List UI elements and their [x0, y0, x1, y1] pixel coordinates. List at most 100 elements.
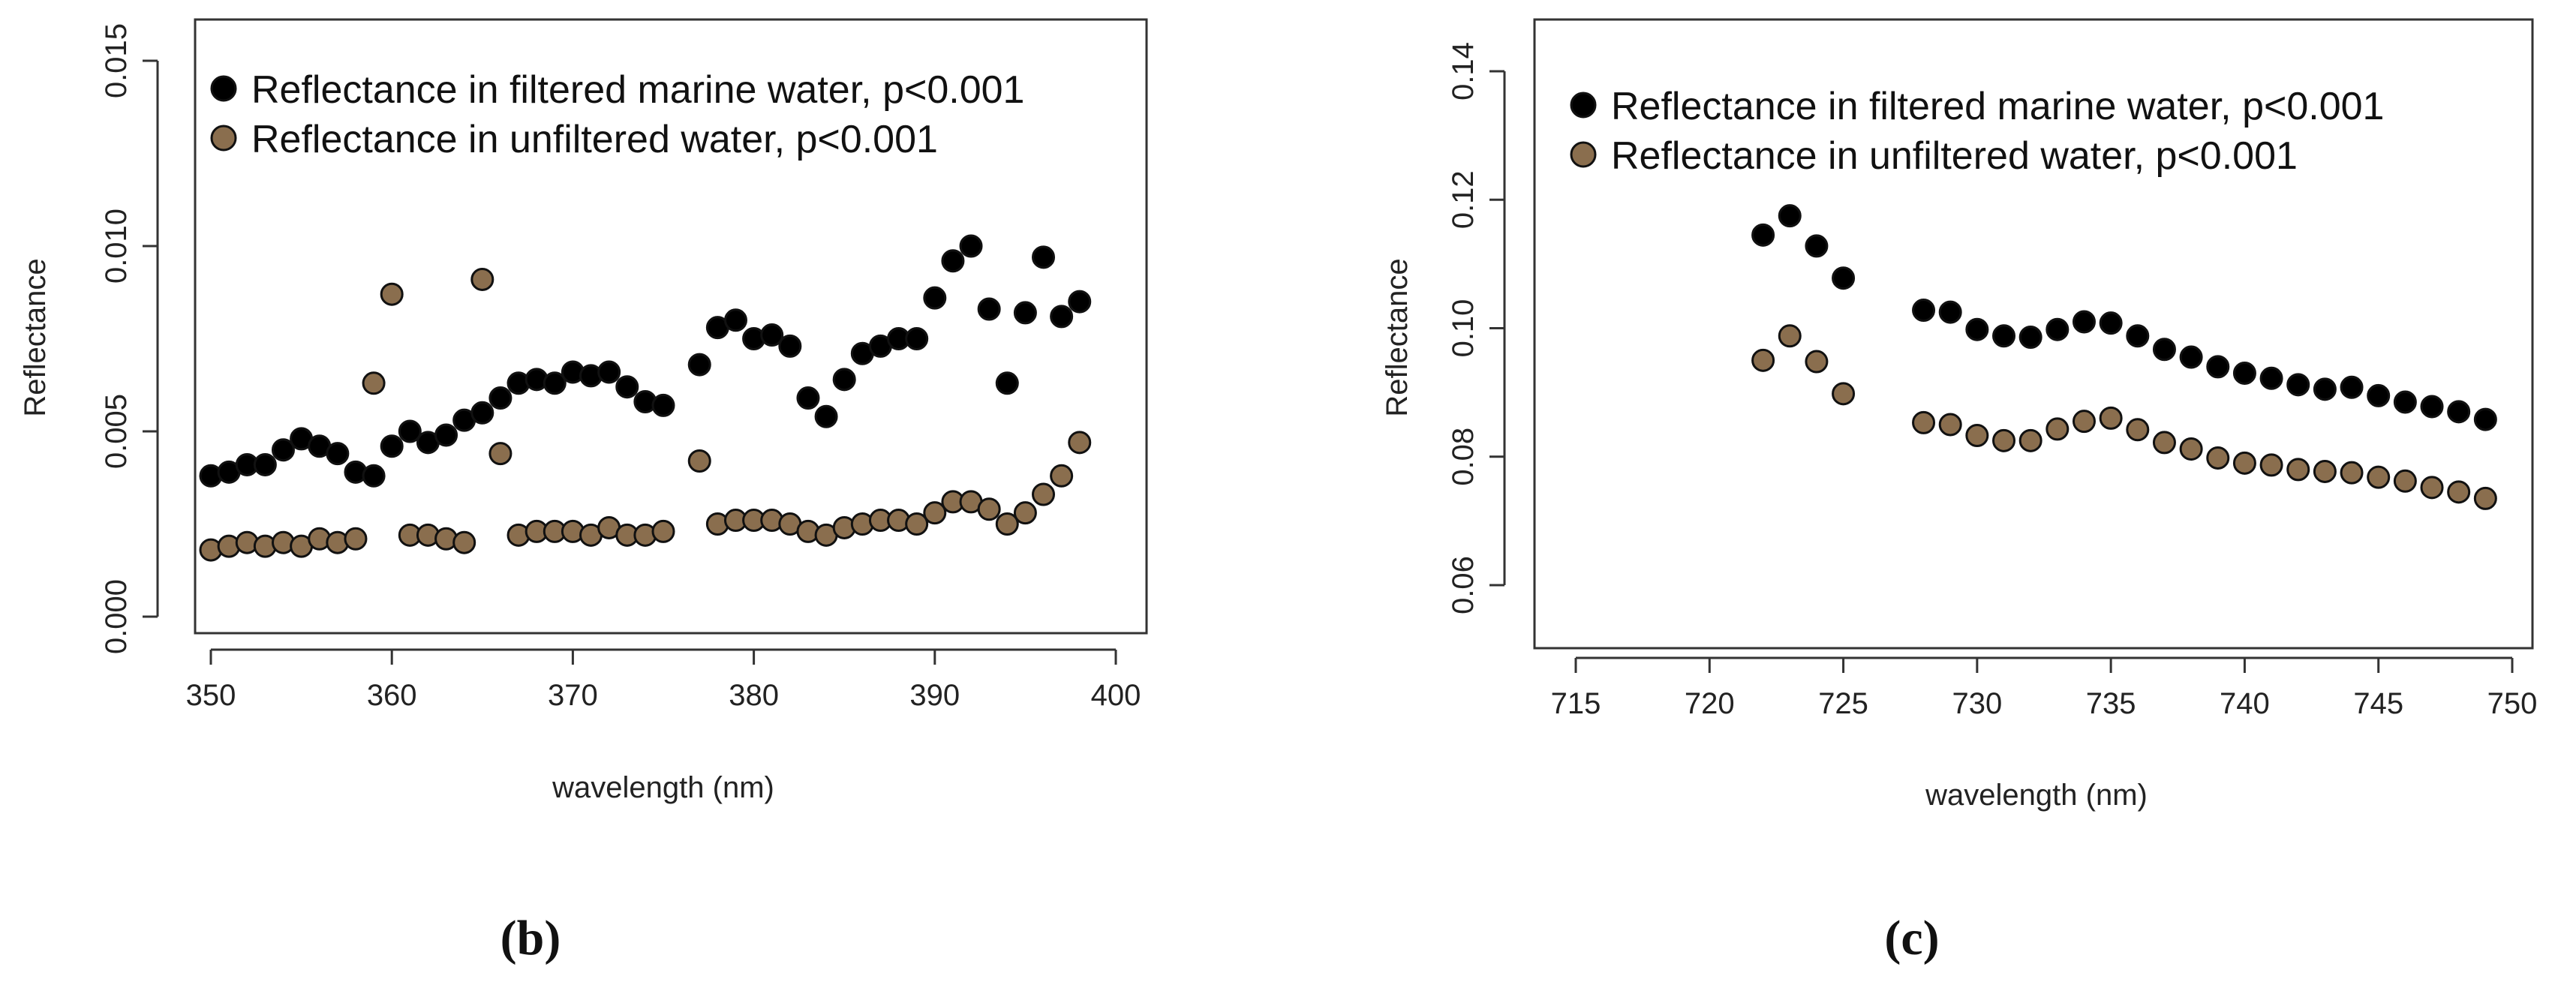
panel-b-legend-marker-unfiltered [210, 125, 237, 152]
panel-c-point-filtered [2152, 338, 2176, 362]
panel-c-x-tick-label: 740 [2220, 687, 2270, 720]
panel-c-point-unfiltered [2045, 417, 2070, 441]
panel-c-point-filtered [2420, 395, 2444, 419]
panel-c-point-filtered [2179, 345, 2203, 369]
panel-c-point-filtered [1965, 317, 1989, 341]
panel-b-point-filtered [941, 249, 965, 273]
panel-c-point-unfiltered [2367, 465, 2391, 489]
panel-b-x-axis: 350 360 370 380 390 400 [186, 648, 1141, 712]
panel-b-point-filtered [543, 371, 567, 395]
panel-b-point-unfiltered [470, 267, 494, 291]
panel-c-point-filtered [2099, 311, 2123, 335]
panel-b-point-filtered [253, 452, 277, 476]
panel-b-point-filtered [977, 297, 1001, 321]
panel-c-points [1751, 204, 2497, 510]
panel-c-chart: 0.060.080.100.120.14 715 720 725 730 735 740 7… [1381, 18, 2537, 965]
panel-c-y-tick-label: 0.12 [1447, 170, 1480, 229]
panel-b-plot-frame [194, 18, 1148, 635]
panel-b-point-filtered [1050, 305, 1074, 329]
panel-c-point-filtered [1805, 234, 1829, 258]
panel-b-point-filtered [995, 371, 1019, 395]
panel-b-point-filtered [597, 360, 621, 384]
panel-b-y-axis-title: Reflectance [19, 258, 52, 416]
panel-c-point-unfiltered [1938, 413, 1962, 437]
panel-c-point-unfiltered [2206, 446, 2230, 470]
panel-c-label: (c) [1884, 911, 1939, 965]
panel-b-point-unfiltered [923, 501, 947, 525]
panel-c-point-filtered [1992, 324, 2016, 348]
panel-c-y-tick-label: 0.14 [1447, 42, 1480, 101]
panel-b-point-unfiltered [1032, 482, 1056, 506]
panel-b-point-filtered [651, 393, 675, 417]
panel-b-point-unfiltered [344, 527, 368, 551]
panel-c-y-axis: 0.06 0.08 0.10 0.12 0.14 [1447, 42, 1506, 614]
panel-b-point-filtered [362, 464, 386, 488]
panel-c-point-filtered [2393, 390, 2417, 414]
panel-c-point-filtered [1938, 300, 1962, 324]
panel-c-point-unfiltered [1912, 410, 1936, 434]
panel-b-point-unfiltered [362, 371, 386, 395]
panel-b-point-filtered [923, 286, 947, 310]
panel-c-point-unfiltered [2179, 437, 2203, 461]
panel-b-point-filtered [1032, 245, 1056, 269]
panel-b-point-filtered [723, 308, 747, 332]
panel-b-x-axis-title: wavelength (nm) [552, 771, 774, 804]
panel-b-x-tick-label: 360 [367, 679, 417, 712]
panel-b-point-filtered [905, 327, 929, 350]
panel-b-point-filtered [470, 401, 494, 425]
panel-c-point-unfiltered [2232, 451, 2256, 475]
panel-c-x-axis-title: wavelength (nm) [1925, 779, 2148, 812]
panel-c-point-filtered [2313, 377, 2337, 401]
panel-b-x-tick-label: 380 [729, 679, 779, 712]
panel-b-y-axis: 0.000 0.005 0.010 0.015 [100, 23, 159, 654]
panel-b-point-filtered [1013, 301, 1037, 325]
panel-b-label: (b) [500, 911, 561, 965]
panel-c-point-filtered [2473, 407, 2497, 431]
panel-b-y-tick-label: 0.005 [100, 394, 133, 469]
panel-c-point-unfiltered [2473, 486, 2497, 510]
panel-b-point-filtered [814, 404, 838, 428]
panel-c-point-filtered [2018, 325, 2042, 349]
panel-c-point-filtered [1778, 204, 1802, 228]
panel-b-x-tick-label: 350 [186, 679, 236, 712]
panel-b-point-unfiltered [905, 512, 929, 536]
panel-b-point-unfiltered [995, 512, 1019, 536]
panel-b-point-filtered [760, 323, 784, 347]
panel-b-point-filtered [615, 375, 639, 399]
panel-c-point-filtered [1912, 299, 1936, 323]
panel-c-point-filtered [1832, 266, 1856, 290]
panel-b-y-tick-label: 0.015 [100, 23, 133, 98]
panel-b-point-filtered [959, 234, 983, 258]
panel-b-y-tick-label: 0.010 [100, 209, 133, 284]
panel-b-point-unfiltered [488, 442, 512, 466]
panel-c-point-unfiltered [2286, 458, 2310, 482]
panel-c-x-tick-label: 725 [1818, 687, 1868, 720]
panel-b-point-filtered [778, 334, 802, 358]
panel-c-x-tick-label: 715 [1551, 687, 1601, 720]
panel-c-legend: Reflectance in filtered marine water, p<… [1570, 85, 2384, 178]
panel-c-y-tick-label: 0.10 [1447, 299, 1480, 358]
panel-c-x-tick-label: 720 [1685, 687, 1735, 720]
panel-c-x-tick-label: 730 [1952, 687, 2002, 720]
panel-b-points [199, 234, 1092, 562]
panel-b-point-filtered [434, 423, 458, 447]
panel-c-point-unfiltered [2072, 410, 2096, 434]
panel-b-point-unfiltered [1050, 464, 1074, 488]
panel-c-point-unfiltered [2393, 469, 2417, 493]
panel-b-point-unfiltered [977, 497, 1001, 521]
panel-c-point-filtered [2286, 373, 2310, 397]
panel-c-x-tick-label: 735 [2086, 687, 2136, 720]
panel-c-point-unfiltered [2152, 431, 2176, 455]
panel-b-y-tick-label: 0.000 [100, 579, 133, 654]
panel-c-point-unfiltered [2099, 406, 2123, 430]
panel-c-y-axis-title: Reflectance [1381, 258, 1414, 416]
panel-c-point-filtered [2206, 355, 2230, 379]
panel-c-point-filtered [2126, 324, 2150, 348]
panel-b-point-filtered [796, 386, 820, 410]
panel-c-point-filtered [2072, 310, 2096, 334]
panel-c-point-unfiltered [1832, 382, 1856, 406]
panel-b-point-filtered [271, 438, 295, 462]
panel-c-plot-frame [1533, 18, 2534, 650]
